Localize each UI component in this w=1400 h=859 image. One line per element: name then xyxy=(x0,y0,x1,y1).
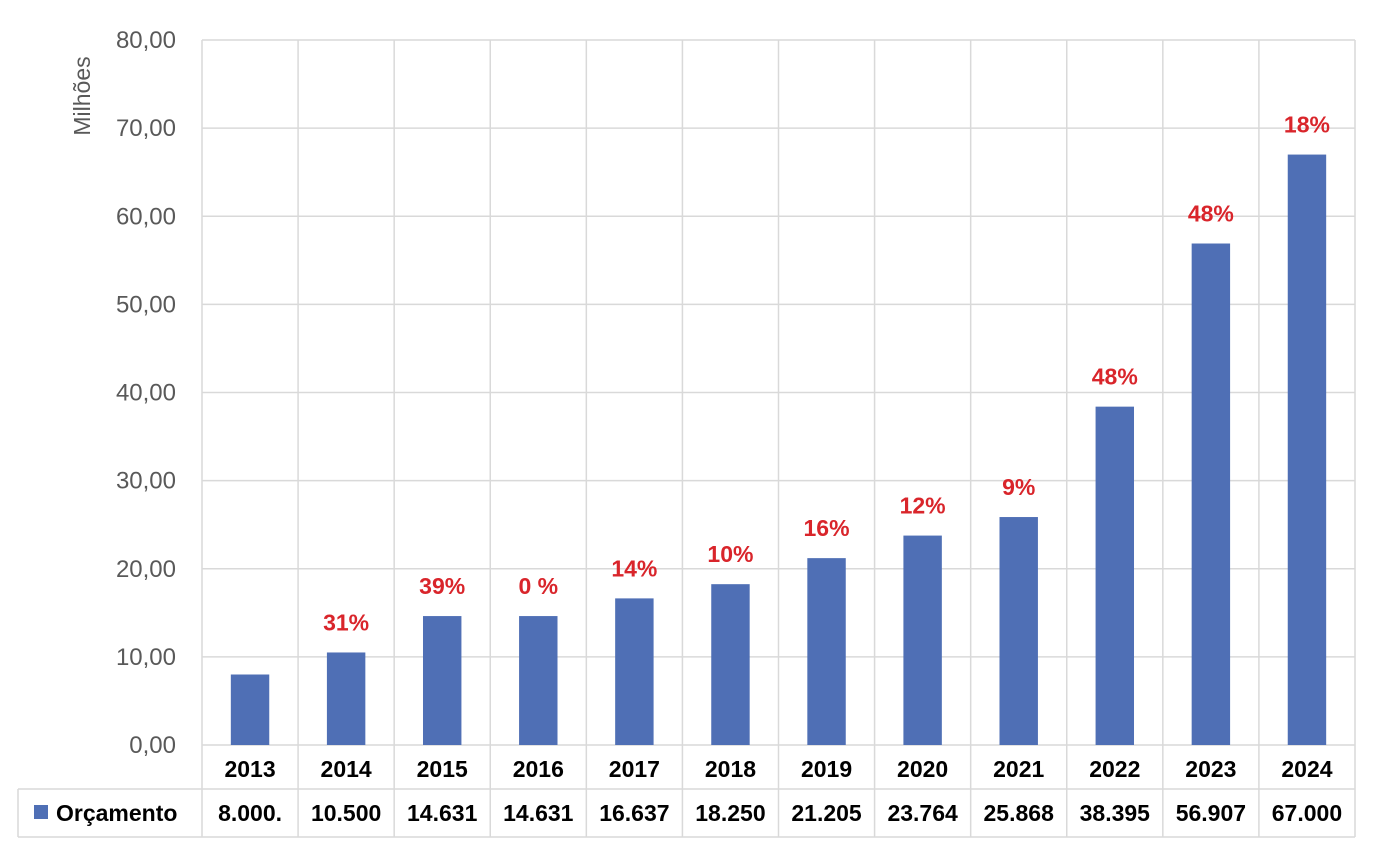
x-tick-label: 2020 xyxy=(897,756,948,782)
y-tick-label: 70,00 xyxy=(116,115,176,142)
y-tick-label: 20,00 xyxy=(116,556,176,583)
growth-label: 18% xyxy=(1284,112,1330,138)
bar-2017 xyxy=(615,598,654,745)
growth-label: 0 % xyxy=(518,573,558,599)
x-tick-label: 2021 xyxy=(993,756,1044,782)
table-value: 25.868 xyxy=(984,800,1055,826)
bar-2019 xyxy=(807,558,846,745)
y-tick-label: 10,00 xyxy=(116,644,176,671)
growth-label: 9% xyxy=(1002,474,1035,500)
growth-label: 48% xyxy=(1092,364,1138,390)
y-tick-label: 0,00 xyxy=(129,732,176,759)
legend-label: Orçamento xyxy=(56,800,177,826)
y-tick-label: 60,00 xyxy=(116,203,176,230)
legend-swatch xyxy=(34,805,48,819)
y-tick-label: 80,00 xyxy=(116,27,176,54)
x-tick-label: 2018 xyxy=(705,756,756,782)
gridlines xyxy=(17,39,1356,838)
bar-2016 xyxy=(519,616,558,745)
x-tick-label: 2023 xyxy=(1185,756,1236,782)
table-value: 67.000 xyxy=(1272,800,1342,826)
x-tick-label: 2015 xyxy=(417,756,468,782)
table-value: 16.637 xyxy=(599,800,669,826)
table-value: 23.764 xyxy=(887,800,958,826)
bar-2015 xyxy=(422,616,462,745)
x-tick-label: 2024 xyxy=(1281,756,1332,782)
table-value: 14.631 xyxy=(503,800,574,826)
x-tick-label: 2016 xyxy=(513,756,564,782)
table-value: 14.631 xyxy=(407,800,478,826)
bar-2014 xyxy=(326,652,366,745)
growth-label: 14% xyxy=(611,555,657,581)
table-value: 56.907 xyxy=(1176,800,1246,826)
growth-label: 48% xyxy=(1188,201,1234,227)
y-tick-label: 30,00 xyxy=(116,468,176,495)
bar-2020 xyxy=(903,535,942,745)
y-tick-label: 50,00 xyxy=(116,291,176,318)
x-tick-label: 2017 xyxy=(609,756,660,782)
x-tick-label: 2013 xyxy=(224,756,275,782)
y-tick-label: 40,00 xyxy=(116,380,176,407)
growth-label: 12% xyxy=(900,493,946,519)
table-value: 8.000. xyxy=(218,800,282,826)
x-tick-label: 2022 xyxy=(1089,756,1140,782)
bar-2013 xyxy=(230,674,270,745)
table-value: 18.250 xyxy=(695,800,765,826)
bar-2022 xyxy=(1095,406,1135,745)
growth-label: 16% xyxy=(804,515,850,541)
growth-label: 39% xyxy=(419,573,465,599)
bar-2023 xyxy=(1191,243,1231,745)
bar-2024 xyxy=(1287,154,1327,745)
data-table: 2013 8.000. 2014 10.500 2015 14.631 2016 14.631… xyxy=(34,756,1342,826)
table-value: 10.500 xyxy=(311,800,381,826)
growth-annotations: 31% 39% 0 % 14% 10% 16% 12% 9% 48% 48% 18% xyxy=(323,112,1330,636)
bar-2018 xyxy=(711,584,750,745)
y-axis-label: Milhões xyxy=(69,56,95,135)
bar-2021 xyxy=(999,517,1038,745)
y-axis-ticks: 0,00 10,00 20,00 30,00 40,00 50,00 60,00 70,00 8… xyxy=(116,27,176,759)
table-value: 21.205 xyxy=(791,800,862,826)
growth-label: 10% xyxy=(707,541,753,567)
x-tick-label: 2019 xyxy=(801,756,852,782)
bars xyxy=(230,154,1327,745)
x-tick-label: 2014 xyxy=(321,756,372,782)
table-value: 38.395 xyxy=(1080,800,1151,826)
growth-label: 31% xyxy=(323,609,369,635)
